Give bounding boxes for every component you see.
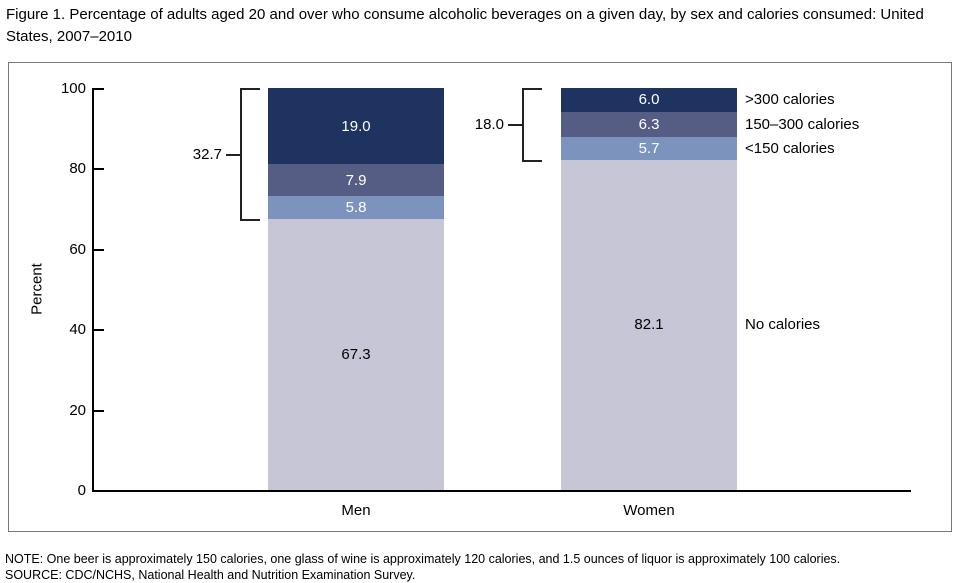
legend-label--300-calories: >300 calories (745, 91, 835, 109)
legend-label-150-300-calories: 150–300 calories (745, 115, 860, 133)
bar-value-label: 6.3 (638, 115, 660, 133)
y-tick-label: 20 (69, 401, 86, 419)
x-axis-line (92, 490, 911, 492)
bracket-vertical (240, 88, 242, 222)
y-tick (94, 168, 104, 171)
y-tick-label: 100 (60, 80, 86, 97)
bracket-top-arm (522, 88, 542, 90)
bar-value-label: 5.8 (345, 199, 367, 217)
bar-value-label: 5.7 (638, 139, 660, 157)
bar-segment-women--150-calories: 5.7 (561, 137, 737, 160)
bar-value-label: 6.0 (638, 91, 660, 109)
bar-value-label: 7.9 (345, 171, 367, 189)
y-tick (94, 490, 104, 492)
note-text: NOTE: One beer is approximately 150 calo… (5, 552, 841, 566)
legend-label-no-calories: No calories (745, 316, 821, 334)
y-tick-label: 80 (69, 160, 86, 178)
bar-segment-women--300-calories: 6.0 (561, 87, 737, 112)
y-tick (94, 88, 104, 90)
bar-segment-men-150-300-calories: 7.9 (268, 164, 444, 197)
figure-title: Figure 1. Percentage of adults aged 20 a… (6, 6, 924, 45)
bar-segment-men-no-calories: 67.3 (268, 219, 444, 490)
y-tick-label: 60 (69, 240, 86, 258)
bar-segment-women-no-calories: 82.1 (561, 159, 737, 490)
bracket-top-arm (240, 88, 260, 90)
y-tick-label: 0 (77, 482, 86, 499)
bracket-bottom-arm (522, 159, 542, 162)
bar-value-label: 82.1 (634, 316, 664, 334)
bracket-bottom-arm (240, 219, 260, 222)
bar-segment-men--300-calories: 19.0 (268, 88, 444, 165)
legend-label--150-calories: <150 calories (745, 140, 835, 157)
source-text: SOURCE: CDC/NCHS, National Health and Nu… (5, 568, 416, 582)
bracket-vertical (522, 88, 524, 162)
bar-segment-women-150-300-calories: 6.3 (561, 111, 737, 138)
y-tick (94, 409, 104, 412)
bar-segment-men--150-calories: 5.8 (268, 196, 444, 220)
category-label-women: Women (623, 502, 675, 519)
bracket-subtotal-label: 32.7 (192, 145, 222, 163)
bar-value-label: 19.0 (341, 117, 371, 135)
bracket-subtotal-label: 18.0 (474, 115, 504, 133)
y-tick (94, 329, 104, 332)
category-label-men: Men (341, 502, 371, 519)
y-axis-title: Percent (28, 263, 46, 315)
bar-value-label: 67.3 (341, 346, 371, 364)
bracket-label-dash (226, 153, 240, 156)
y-tick-label: 40 (69, 321, 86, 339)
y-tick (94, 248, 104, 251)
y-axis-line (92, 88, 94, 492)
bracket-label-dash (508, 123, 522, 126)
chart-frame (8, 62, 952, 532)
